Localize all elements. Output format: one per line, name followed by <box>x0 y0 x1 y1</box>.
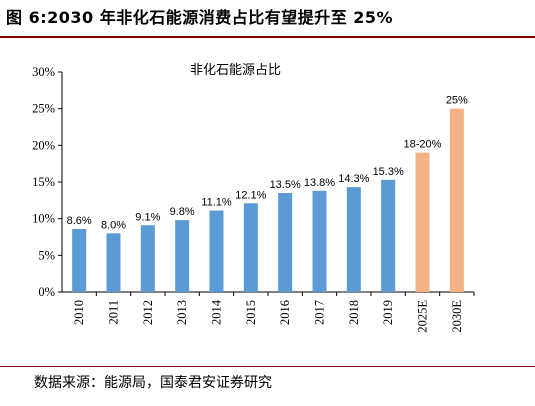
source-divider <box>0 366 535 367</box>
data-label: 8.0% <box>101 219 126 231</box>
y-tick-label: 10% <box>32 212 55 226</box>
chart-bars <box>72 108 464 293</box>
bar <box>140 225 155 292</box>
x-tick-label: 2018 <box>347 300 361 325</box>
x-tick-label: 2013 <box>175 300 189 325</box>
chart-title: 非化石能源占比 <box>190 63 281 78</box>
bar <box>415 152 430 292</box>
x-tick-label: 2010 <box>72 300 86 325</box>
chart-data-labels: 8.6% 8.0% 9.1% 9.8% 11.1%12.1% 13.5% 13.8% 14.3… <box>67 95 468 232</box>
data-label: 8.6% <box>67 215 92 227</box>
data-label: 15.3% <box>373 166 404 178</box>
y-tick-label: 30% <box>32 65 55 79</box>
y-tick-label: 0% <box>38 285 55 299</box>
x-tick-label: 2017 <box>313 300 327 325</box>
bar <box>72 228 87 292</box>
data-label: 14.3% <box>338 173 369 185</box>
x-tick-label: 2012 <box>141 300 155 325</box>
page-title: 图 6:2030 年非化石能源消费占比有望提升至 25% <box>6 8 394 27</box>
title-divider <box>0 36 535 38</box>
x-tick-label: 2019 <box>381 300 395 325</box>
bar <box>312 190 327 292</box>
bar-chart: 非化石能源占比 0% 5% 10% 15% 20% 25% 30% 8.6% 8.0% 9.1%… <box>32 63 475 333</box>
y-tick-label: 25% <box>32 102 55 116</box>
x-tick-label: 2015 <box>244 300 258 325</box>
data-label: 13.8% <box>304 177 335 189</box>
data-label: 12.1% <box>235 189 266 201</box>
y-tick-label: 15% <box>32 175 55 189</box>
data-label: 11.1% <box>201 197 232 209</box>
bar <box>243 203 258 292</box>
data-label: 9.1% <box>135 211 160 223</box>
bar <box>346 187 361 292</box>
bar <box>106 233 121 292</box>
y-tick-label: 20% <box>32 138 55 152</box>
x-tick-label: 2011 <box>107 300 121 325</box>
bar <box>175 220 190 292</box>
data-label: 9.8% <box>170 206 195 218</box>
data-label: 18-20% <box>404 139 442 151</box>
chart-x-ticks: 2010 2011 2012 2013 2014 2015 2016 2017 2018 2019… <box>72 292 475 333</box>
bar <box>381 179 396 292</box>
bar <box>209 210 224 292</box>
x-tick-label: 2016 <box>278 300 292 325</box>
x-tick-label: 2014 <box>210 299 224 325</box>
data-label: 25% <box>446 95 468 107</box>
source-note: 数据来源：能源局，国泰君安证券研究 <box>34 375 272 391</box>
y-tick-label: 5% <box>38 248 55 262</box>
data-label: 13.5% <box>270 179 301 191</box>
bar <box>449 108 464 293</box>
x-tick-label: 2030E <box>450 300 464 333</box>
x-tick-label: 2025E <box>416 300 430 333</box>
bar <box>278 193 293 292</box>
